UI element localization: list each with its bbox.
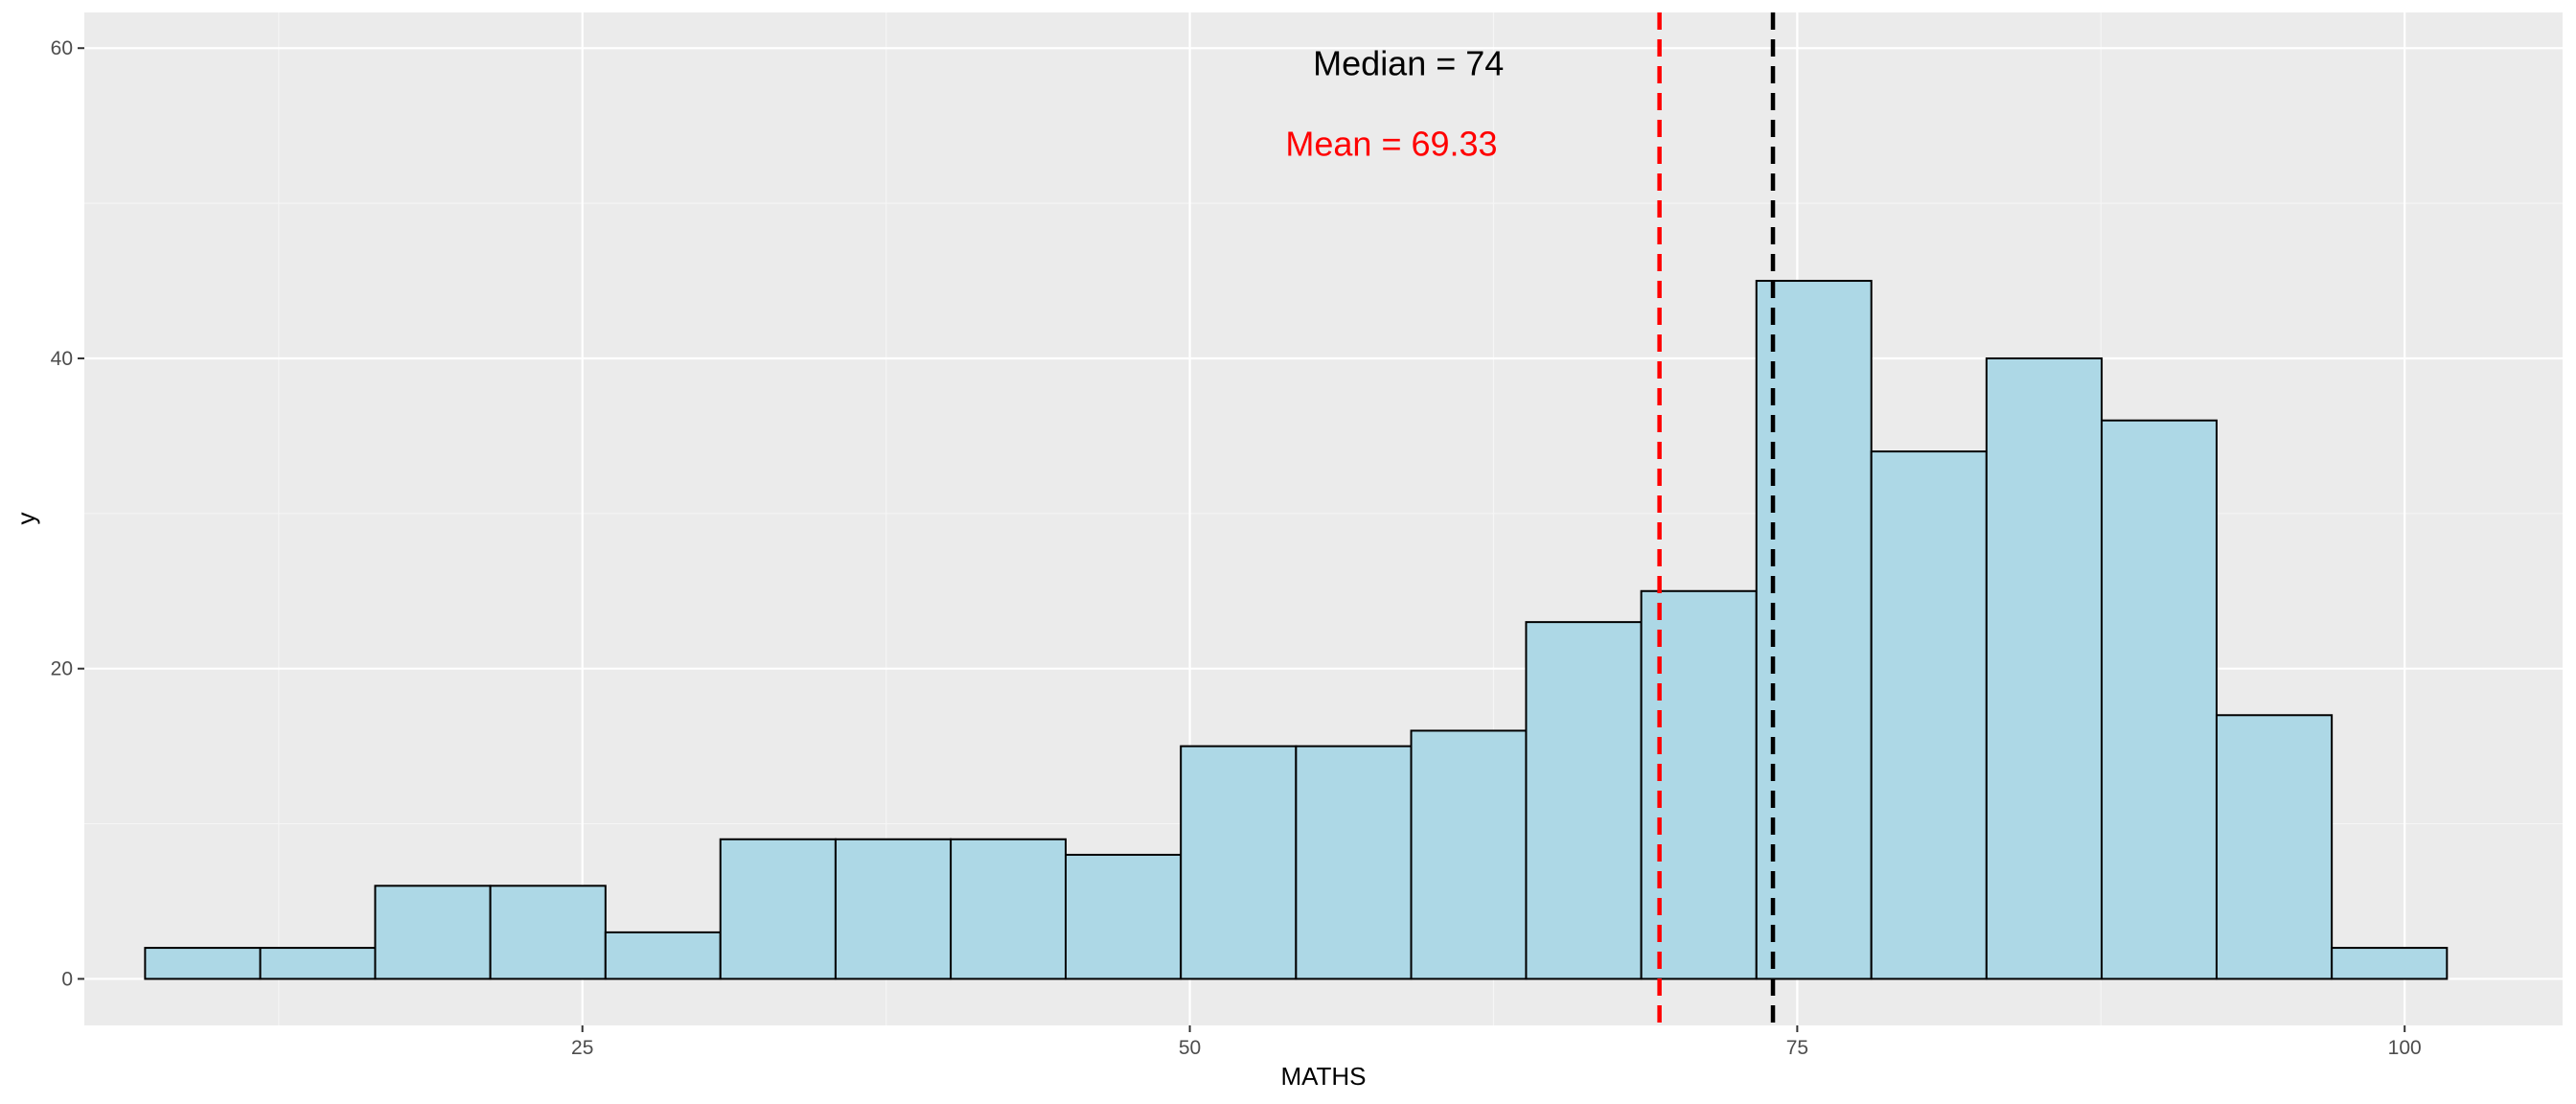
histogram-bar <box>719 838 837 980</box>
histogram-bar <box>2215 714 2334 980</box>
histogram-bar <box>1870 450 1988 980</box>
histogram-bar <box>2331 947 2449 980</box>
histogram-bar <box>1640 589 1758 980</box>
y-axis: 0 20 40 60 <box>51 37 84 990</box>
histogram-bar <box>1180 745 1298 980</box>
x-tick-label: 50 <box>1179 1037 1201 1059</box>
histogram-bar <box>950 838 1068 980</box>
annotations: Median = 74 Mean = 69.33 <box>1285 43 1504 163</box>
y-tick-label: 20 <box>51 658 73 680</box>
histogram-bar <box>1410 729 1528 980</box>
x-tick-label: 25 <box>571 1037 593 1059</box>
y-tick-label: 40 <box>51 348 73 370</box>
histogram-bar <box>1525 621 1643 980</box>
x-axis: 25 50 75 100 <box>571 1025 2422 1059</box>
histogram-bar <box>1755 280 1873 980</box>
y-axis-title: y <box>12 513 40 525</box>
x-axis-title: MATHS <box>1280 1062 1366 1091</box>
histogram-bar <box>259 947 377 980</box>
histogram-bar <box>374 885 492 980</box>
histogram-bar <box>1985 356 2104 980</box>
y-tick-label: 60 <box>51 37 73 59</box>
histogram-bar <box>1295 745 1413 980</box>
y-tick-label: 0 <box>61 968 73 990</box>
x-tick-label: 75 <box>1786 1037 1808 1059</box>
histogram-bars <box>144 280 2449 980</box>
mean-annotation: Mean = 69.33 <box>1285 125 1497 164</box>
histogram-bar <box>489 885 607 980</box>
histogram-bar <box>2101 419 2218 980</box>
histogram-bar <box>1065 853 1183 980</box>
reference-lines <box>1657 12 1776 1025</box>
x-tick-label: 100 <box>2388 1037 2422 1059</box>
histogram-bar <box>604 931 722 980</box>
histogram-bar <box>834 838 953 980</box>
histogram-bar <box>144 947 262 980</box>
median-annotation: Median = 74 <box>1313 43 1504 82</box>
